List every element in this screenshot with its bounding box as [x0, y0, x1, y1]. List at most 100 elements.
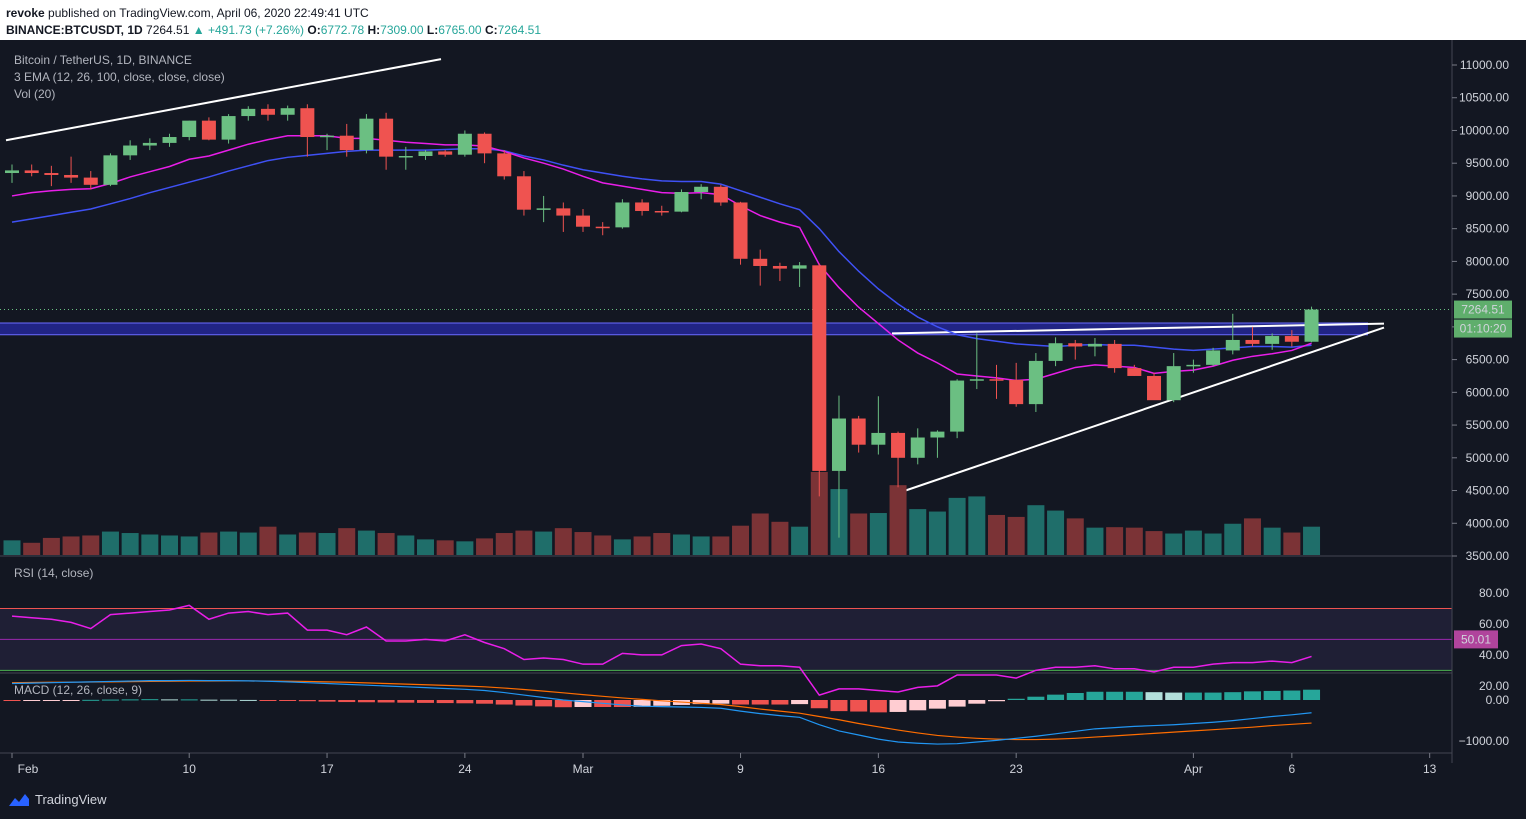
volume-bar	[968, 496, 986, 555]
volume-bar	[732, 525, 750, 555]
volume-bar	[180, 536, 198, 555]
volume-bar	[889, 485, 907, 555]
candle-body	[379, 118, 394, 157]
candle-body	[64, 174, 79, 178]
rsi-value-label: 50.01	[1461, 632, 1491, 646]
macd-histogram-bar	[338, 700, 356, 703]
macd-histogram-bar	[298, 700, 316, 702]
time-tick-label: Apr	[1184, 762, 1203, 776]
countdown-tag-label: 01:10:20	[1460, 322, 1507, 336]
candle-body	[674, 192, 689, 212]
candle-body	[930, 431, 945, 438]
macd-histogram-bar	[1184, 692, 1202, 700]
volume-bar	[298, 532, 316, 555]
volume-bar	[476, 538, 494, 555]
macd-histogram-bar	[141, 699, 159, 701]
price-change: +491.73 (+7.26%)	[207, 23, 305, 37]
candle-body	[635, 202, 650, 211]
volume-bar	[121, 533, 139, 555]
low-label: L:	[426, 23, 439, 37]
price-tick-label: 3500.00	[1466, 549, 1510, 563]
macd-histogram-bar	[377, 700, 395, 703]
volume-bar	[357, 530, 375, 555]
volume-bar	[1165, 533, 1183, 555]
price-tick-label: 11000.00	[1460, 58, 1509, 72]
symbol-label: BINANCE:BTCUSDT, 1D	[6, 23, 143, 37]
volume-bar	[1086, 527, 1104, 555]
macd-histogram-bar	[357, 700, 375, 703]
macd-histogram-bar	[42, 700, 60, 701]
candle-body	[891, 432, 906, 458]
chart-area[interactable]: 11000.00 10500.00 10000.00 9500.00 9000.00 85…	[0, 40, 1526, 781]
countdown-tag	[1454, 319, 1512, 338]
candle-body	[576, 215, 591, 227]
macd-histogram-bar	[259, 700, 277, 701]
candle-body	[1009, 379, 1024, 405]
candle-body	[654, 210, 669, 213]
brand[interactable]: TradingView	[8, 792, 107, 807]
volume-bar	[554, 528, 572, 555]
time-tick-label: 24	[458, 762, 472, 776]
volume-bar	[1106, 527, 1124, 555]
last-price: 7264.51	[146, 23, 190, 37]
macd-histogram-bar	[791, 700, 809, 705]
macd-histogram-bar	[830, 700, 848, 712]
candle-body	[772, 265, 787, 269]
volume-bar	[1027, 505, 1045, 555]
time-tick-label: Mar	[573, 762, 594, 776]
macd-histogram-bar	[653, 700, 671, 706]
volume-bar	[1047, 510, 1065, 555]
rsi-tick-label: 20.00	[1479, 679, 1509, 693]
macd-histogram-bar	[121, 699, 139, 701]
last-price-tag	[1454, 300, 1512, 319]
candle-body	[1206, 350, 1221, 365]
volume-bar	[751, 513, 769, 555]
close-value: 7264.51	[497, 23, 542, 37]
candle-body	[1304, 309, 1319, 342]
time-tick-label: 6	[1289, 762, 1296, 776]
price-tick-label: 8500.00	[1466, 222, 1510, 236]
rsi-tick-label: 40.00	[1479, 648, 1509, 662]
ohlc-line: BINANCE:BTCUSDT, 1D 7264.51 ▲ +491.73 (+…	[6, 23, 541, 37]
resistance-band	[0, 322, 1368, 335]
volume-bar	[101, 531, 119, 555]
volume-bar	[672, 534, 690, 555]
volume-bar	[456, 541, 474, 555]
price-tick-label: 4500.00	[1466, 484, 1510, 498]
volume-bar	[279, 534, 297, 555]
volume-bar	[1145, 531, 1163, 555]
candle-body	[123, 145, 138, 156]
open-value: 6772.78	[320, 23, 365, 37]
candle-body	[910, 437, 925, 458]
volume-bar	[397, 535, 415, 555]
macd-line	[11, 679, 1312, 745]
macd-histogram-bar	[1027, 696, 1045, 700]
last-price-tag-label: 7264.51	[1461, 303, 1505, 317]
price-tick-label: 6000.00	[1466, 385, 1510, 399]
brand-name: TradingView	[35, 792, 107, 807]
macd-histogram-bar	[633, 700, 651, 707]
macd-histogram-bar	[889, 700, 907, 712]
volume-bar	[220, 531, 238, 555]
volume-bar	[239, 532, 257, 555]
candle-body	[280, 108, 295, 115]
macd-histogram-bar	[515, 700, 533, 706]
price-tick-label: 8000.00	[1466, 254, 1510, 268]
macd-histogram-bar	[220, 699, 238, 701]
footer: TradingView	[0, 781, 1526, 819]
volume-bar	[377, 533, 395, 555]
time-tick-label: 16	[872, 762, 886, 776]
candle-body	[241, 108, 256, 117]
volume-bar	[988, 514, 1005, 555]
candle-body	[1028, 360, 1043, 405]
author-name[interactable]: revoke	[6, 6, 45, 20]
candle-body	[182, 120, 197, 138]
candle-body	[438, 151, 453, 155]
triangle-top-line	[891, 322, 1385, 335]
rsi-legend: RSI (14, close)	[14, 566, 93, 580]
volume-bar	[535, 531, 553, 555]
candle-body	[1186, 364, 1201, 367]
candle-body	[1245, 339, 1260, 344]
macd-histogram-bar	[495, 700, 513, 705]
volume-bar	[200, 532, 218, 555]
